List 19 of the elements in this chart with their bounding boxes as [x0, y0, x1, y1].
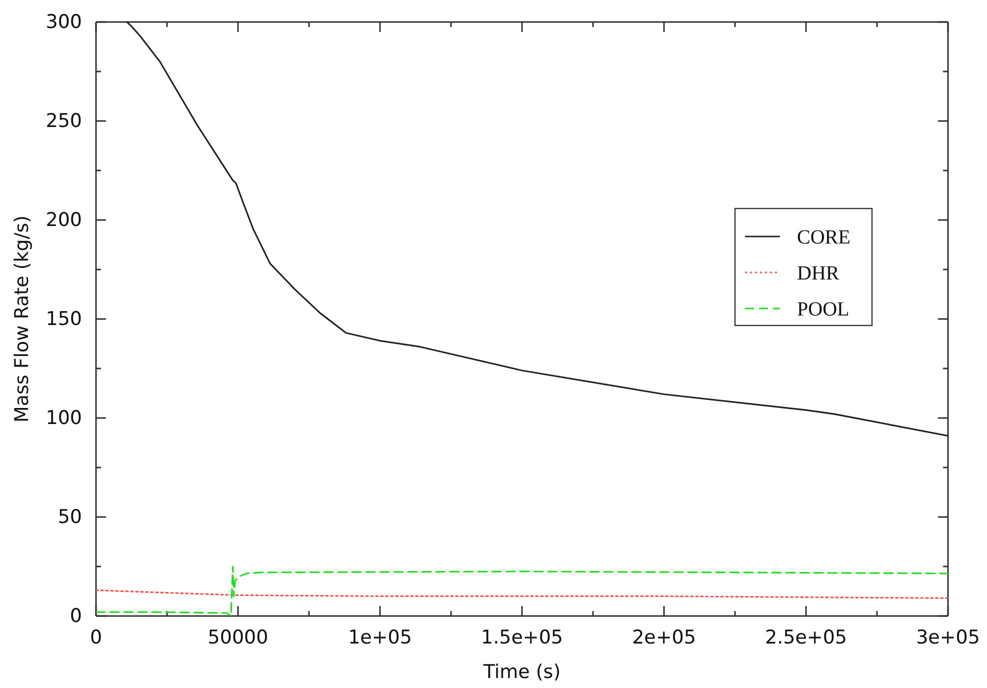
y-tick-label: 50	[58, 506, 82, 528]
x-tick-label: 2e+05	[632, 626, 696, 648]
x-tick-label: 50000	[208, 626, 268, 648]
x-tick-label: 0	[90, 626, 102, 648]
x-tick-label: 2.5e+05	[764, 626, 848, 648]
y-tick-label: 200	[46, 209, 82, 232]
x-axis-title: Time (s)	[482, 661, 561, 683]
y-tick-label: 150	[46, 308, 82, 330]
y-axis-title: Mass Flow Rate (kg/s)	[11, 215, 33, 423]
y-tick-label: 0	[70, 605, 82, 628]
y-tick-label: 300	[46, 11, 82, 34]
y-tick-label: 250	[46, 110, 82, 132]
legend-label: CORE	[797, 226, 850, 248]
x-tick-label: 1e+05	[348, 626, 412, 648]
y-tick-label: 100	[46, 407, 82, 430]
legend-label: POOL	[797, 298, 850, 320]
legend-label: DHR	[797, 262, 840, 284]
x-tick-label: 3e+05	[916, 626, 980, 648]
x-tick-label: 1.5e+05	[480, 626, 564, 648]
